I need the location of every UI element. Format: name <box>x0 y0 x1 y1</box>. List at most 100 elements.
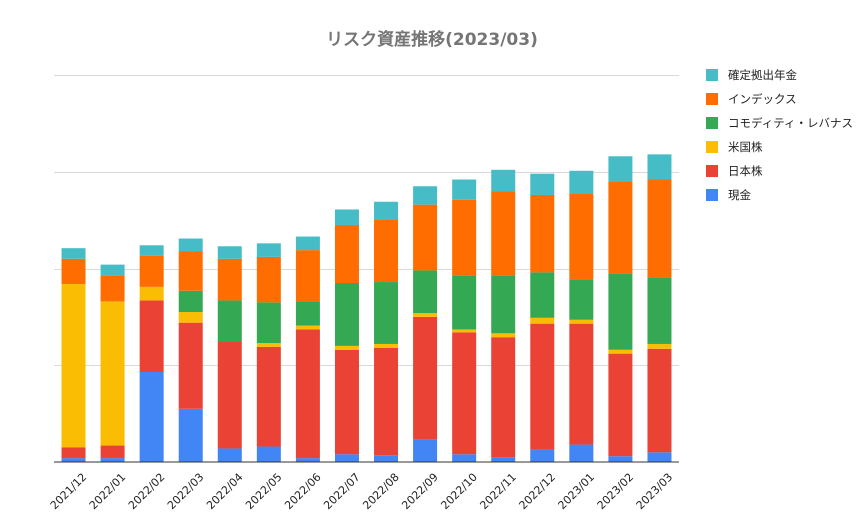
bar-segment-2022-07-series-1 <box>334 349 359 455</box>
legend-swatch <box>706 189 718 201</box>
legend-label: 現金 <box>728 188 751 202</box>
bar-segment-2022-10-series-2 <box>452 329 477 333</box>
bar-segment-2023-01-series-3 <box>569 279 594 320</box>
bar-segment-2022-08-series-4 <box>374 219 399 283</box>
bar-segment-2022-04-series-4 <box>217 258 242 301</box>
bar-segment-2022-11-series-4 <box>491 191 516 276</box>
bar-segment-2023-03-series-1 <box>647 348 672 453</box>
bars <box>61 154 672 462</box>
x-tick-label: 2022/06 <box>282 471 324 513</box>
bar-segment-2023-01-series-5 <box>569 170 594 194</box>
legend-item[interactable]: インデックス <box>706 92 797 106</box>
bar-segment-2023-01-series-1 <box>569 323 594 445</box>
bar-segment-2022-07-series-4 <box>334 224 359 284</box>
x-tick-label: 2022/05 <box>243 471 285 513</box>
legend-item[interactable]: 日本株 <box>706 164 763 178</box>
bar-segment-2022-12-series-3 <box>530 272 555 318</box>
bar-segment-2022-06-series-5 <box>295 236 320 251</box>
bar-segment-2023-03-series-5 <box>647 154 672 180</box>
bar-segment-2022-07-series-5 <box>334 209 359 225</box>
x-tick-label: 2022/12 <box>517 471 559 513</box>
bar-segment-2023-03-series-2 <box>647 343 672 349</box>
bar-segment-2022-12-series-2 <box>530 317 555 324</box>
bar-segment-2022-08-series-3 <box>374 282 399 344</box>
legend-item[interactable]: 確定拠出年金 <box>706 68 797 82</box>
bar-segment-2022-05-series-5 <box>256 243 281 257</box>
bar-segment-2022-10-series-1 <box>452 332 477 455</box>
legend-swatch <box>706 165 718 177</box>
bar-segment-2021-12-series-2 <box>61 283 86 448</box>
bar-segment-2023-02-series-5 <box>608 156 633 182</box>
bar-segment-2022-03-series-5 <box>178 238 203 252</box>
legend-item[interactable]: 米国株 <box>706 140 763 154</box>
bar-segment-2023-02-series-1 <box>608 353 633 457</box>
bar-segment-2022-10-series-3 <box>452 275 477 330</box>
bar-segment-2022-02-series-1 <box>139 300 164 373</box>
x-tick-label: 2022/03 <box>165 471 207 513</box>
x-tick-labels: 2021/122022/012022/022022/032022/042022/… <box>48 471 675 513</box>
bar-segment-2022-06-series-0 <box>295 458 320 462</box>
bar-segment-2023-02-series-2 <box>608 349 633 354</box>
bar-segment-2021-12-series-5 <box>61 248 86 259</box>
x-tick-label: 2022/09 <box>399 471 441 513</box>
bar-segment-2022-01-series-1 <box>100 445 125 459</box>
bar-segment-2022-01-series-4 <box>100 275 125 302</box>
bar-segment-2022-11-series-2 <box>491 333 516 338</box>
legend-item[interactable]: 現金 <box>706 188 751 202</box>
bar-segment-2022-01-series-2 <box>100 301 125 446</box>
bar-segment-2022-12-series-0 <box>530 449 555 462</box>
legend-label: コモディティ・レバナス <box>728 116 853 130</box>
x-tick-label: 2022/01 <box>87 471 129 513</box>
bar-segment-2022-10-series-0 <box>452 454 477 462</box>
bar-segment-2023-02-series-3 <box>608 273 633 350</box>
x-tick-label: 2022/08 <box>360 471 402 513</box>
bar-segment-2022-09-series-5 <box>413 186 438 205</box>
bar-segment-2022-02-series-4 <box>139 255 164 287</box>
bar-segment-2022-04-series-5 <box>217 246 242 259</box>
x-tick-label: 2022/02 <box>126 471 168 513</box>
bar-segment-2022-02-series-0 <box>139 372 164 462</box>
bar-segment-2022-05-series-4 <box>256 256 281 303</box>
bar-segment-2023-01-series-4 <box>569 194 594 280</box>
x-tick-label: 2021/12 <box>48 471 90 513</box>
bar-segment-2022-03-series-0 <box>178 408 203 462</box>
bar-segment-2023-03-series-4 <box>647 179 672 278</box>
legend-label: 日本株 <box>728 164 763 178</box>
bar-segment-2023-03-series-0 <box>647 452 672 462</box>
bar-segment-2022-11-series-0 <box>491 457 516 462</box>
legend-swatch <box>706 69 718 81</box>
bar-segment-2022-09-series-1 <box>413 316 438 440</box>
bar-segment-2022-04-series-3 <box>217 300 242 342</box>
bar-segment-2022-02-series-5 <box>139 245 164 256</box>
legend-item[interactable]: コモディティ・レバナス <box>706 116 853 130</box>
bar-segment-2022-01-series-5 <box>100 264 125 276</box>
bar-segment-2021-12-series-0 <box>61 458 86 462</box>
bar-segment-2022-12-series-4 <box>530 194 555 273</box>
bar-segment-2022-08-series-2 <box>374 343 399 348</box>
legend-swatch <box>706 141 718 153</box>
bar-segment-2022-08-series-0 <box>374 455 399 462</box>
x-tick-label: 2022/10 <box>438 471 480 513</box>
bar-segment-2022-04-series-0 <box>217 448 242 462</box>
bar-segment-2022-04-series-1 <box>217 341 242 449</box>
bar-segment-2022-07-series-0 <box>334 454 359 462</box>
bar-segment-2022-03-series-2 <box>178 312 203 323</box>
bar-segment-2022-06-series-2 <box>295 325 320 330</box>
bar-segment-2022-09-series-0 <box>413 439 438 462</box>
bar-segment-2022-08-series-5 <box>374 201 399 220</box>
bar-segment-2022-07-series-3 <box>334 283 359 346</box>
bar-segment-2022-06-series-4 <box>295 250 320 302</box>
bar-segment-2022-11-series-1 <box>491 337 516 458</box>
x-tick-label: 2023/03 <box>634 471 676 513</box>
bar-segment-2022-09-series-4 <box>413 204 438 271</box>
bar-segment-2022-11-series-3 <box>491 275 516 334</box>
bar-segment-2023-01-series-0 <box>569 444 594 462</box>
x-tick-label: 2022/11 <box>477 471 519 513</box>
bar-segment-2022-09-series-2 <box>413 313 438 317</box>
bar-segment-2022-10-series-4 <box>452 199 477 276</box>
bar-segment-2022-05-series-2 <box>256 343 281 347</box>
bar-segment-2022-08-series-1 <box>374 347 399 456</box>
bar-segment-2023-02-series-0 <box>608 456 633 462</box>
